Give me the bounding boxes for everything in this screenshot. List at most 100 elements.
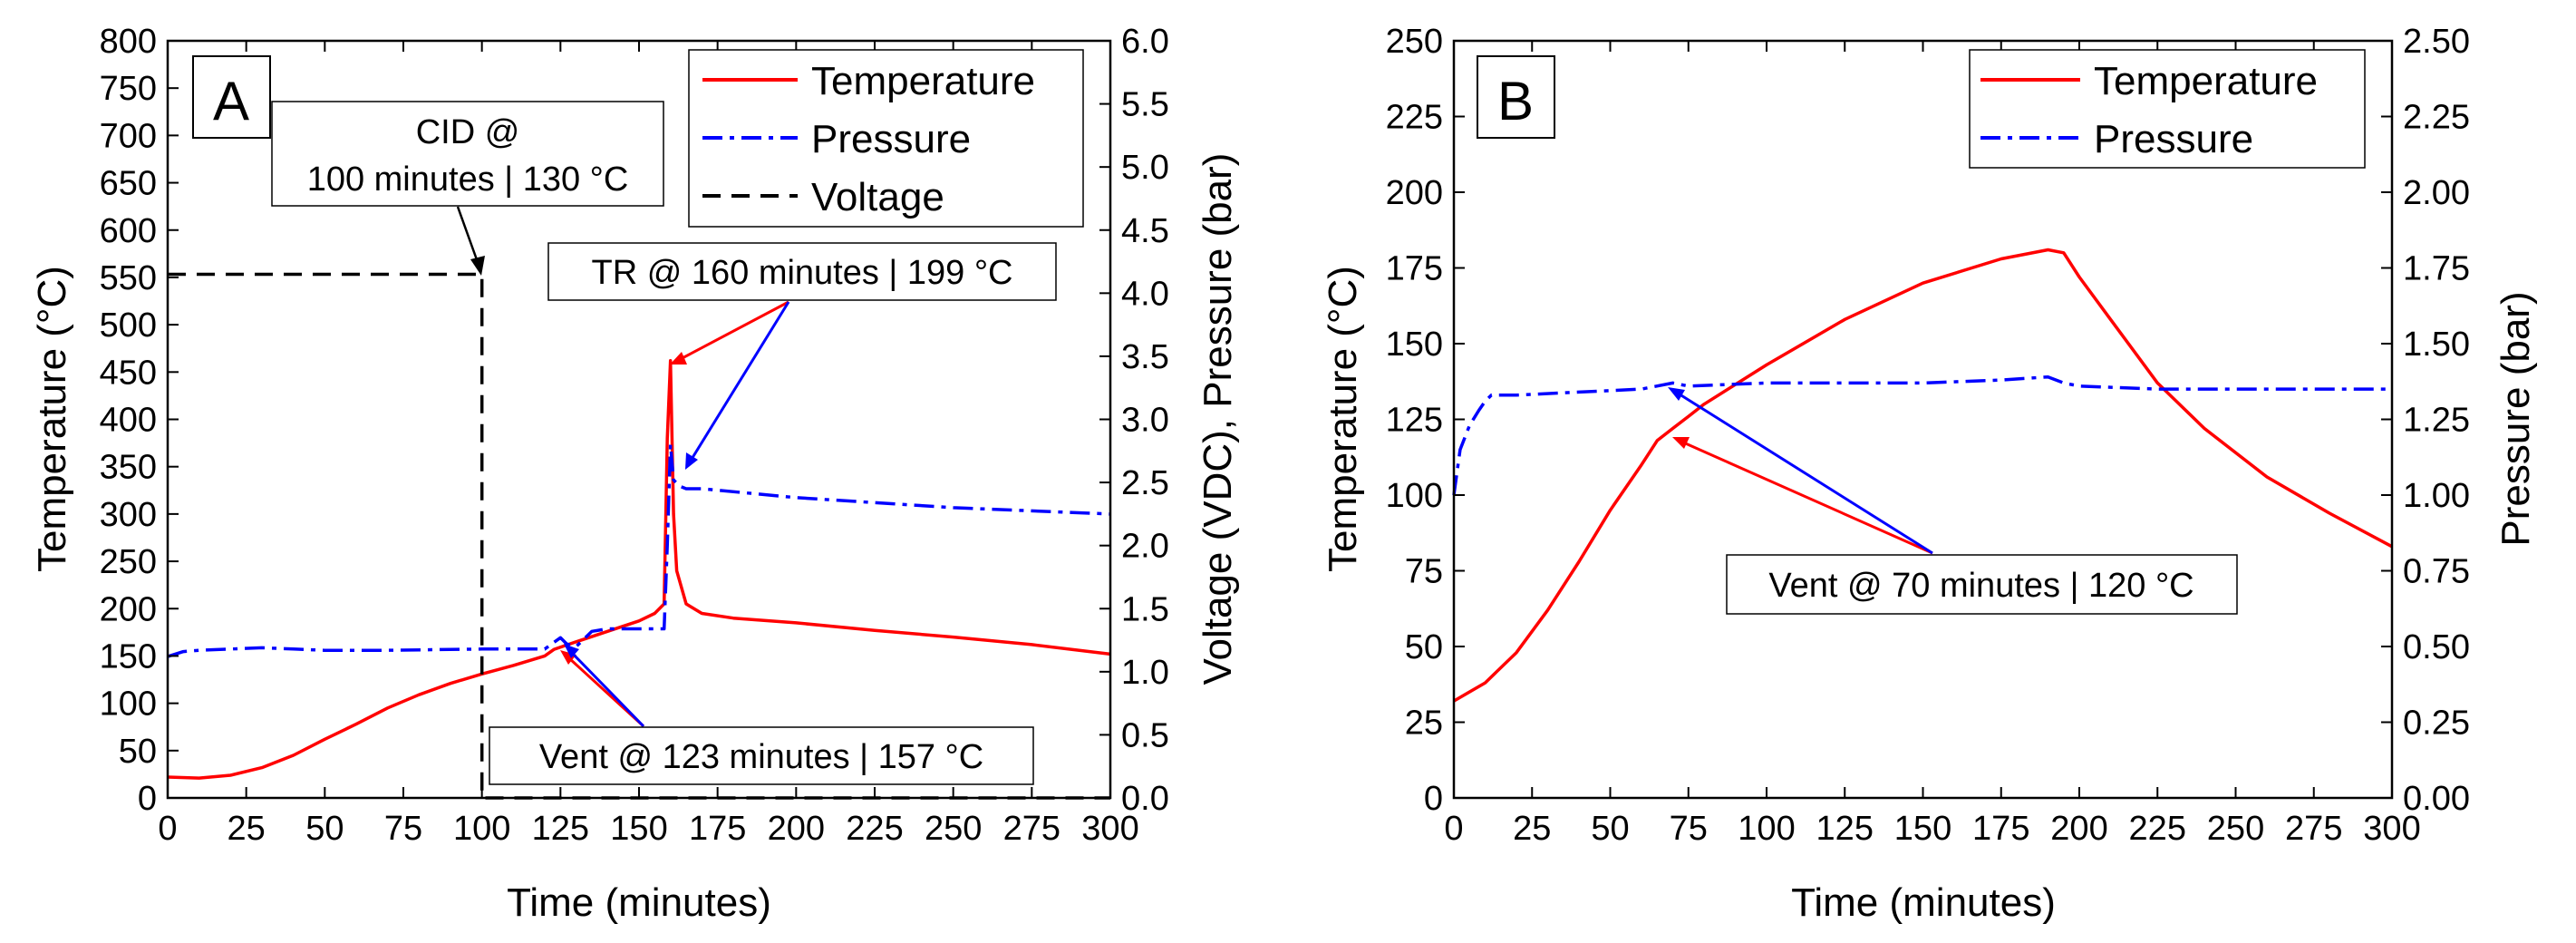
chart-a-x-tick-label: 150 bbox=[610, 810, 667, 848]
chart-a-annotation-cid-line1: CID @ bbox=[416, 113, 520, 151]
chart-b-y-tick-label: 75 bbox=[1405, 553, 1443, 591]
chart-a-annotation-cid-box bbox=[271, 101, 664, 207]
chart-a-y2-tick-label: 4.0 bbox=[1121, 275, 1169, 313]
chart-b-y2-tick-label: 0.25 bbox=[2403, 705, 2470, 743]
chart-a-y-tick-label: 700 bbox=[100, 117, 157, 155]
chart-b-series-pressure-line bbox=[1452, 374, 2392, 496]
chart-a-y-tick-label: 500 bbox=[100, 306, 157, 345]
chart-a-y-tick-label: 100 bbox=[100, 685, 157, 724]
chart-b-y-tick-label: 150 bbox=[1386, 326, 1443, 364]
chart-b: 0 25 50 75 100 125 150 175 200 225 250 275 300 0 25 50 7… bbox=[1321, 23, 2538, 925]
chart-b-panel-label: B bbox=[1497, 71, 1534, 131]
chart-a-plot-area bbox=[167, 272, 1111, 800]
chart-a-legend-voltage: Voltage bbox=[811, 175, 944, 219]
chart-b-x-tick-label: 100 bbox=[1738, 810, 1795, 848]
chart-b-x-tick-label: 200 bbox=[2050, 810, 2107, 848]
chart-a-x-tick-label: 100 bbox=[453, 810, 510, 848]
chart-a-annotation-tr-arrowhead-pressure bbox=[685, 452, 698, 470]
chart-a-y-tick-label: 550 bbox=[100, 259, 157, 297]
chart-b-x-tick-label: 225 bbox=[2129, 810, 2186, 848]
chart-a-x-tick-label: 50 bbox=[305, 810, 344, 848]
chart-a-annotation-tr: TR @ 160 minutes | 199 °C bbox=[547, 242, 1057, 470]
chart-b-y2-tick-label: 1.75 bbox=[2403, 250, 2470, 288]
chart-a-annotation-cid: CID @ 100 minutes | 130 °C bbox=[271, 101, 664, 276]
chart-b-y2-tick-label: 0.75 bbox=[2403, 553, 2470, 591]
chart-b-y-tick-label: 125 bbox=[1386, 402, 1443, 440]
chart-b-panel-label-box bbox=[1477, 55, 1555, 139]
chart-a-y-tick-label: 50 bbox=[119, 733, 157, 771]
chart-a: 0 25 50 75 100 125 150 175 200 225 250 275 300 0 50 100… bbox=[30, 23, 1240, 925]
chart-a-annotation-cid-line2: 100 minutes | 130 °C bbox=[307, 160, 629, 199]
chart-b-legend: Temperature Pressure bbox=[1969, 49, 2366, 169]
chart-a-annotation-vent-box bbox=[489, 726, 1034, 785]
chart-b-annotation-vent-arrowhead-pressure bbox=[1668, 387, 1685, 401]
chart-b-y-tick-label: 50 bbox=[1405, 628, 1443, 666]
chart-a-x-tick-label: 250 bbox=[925, 810, 982, 848]
chart-a-annotation-vent-text: Vent @ 123 minutes | 157 °C bbox=[539, 738, 983, 776]
chart-a-annotation-vent-arrow-pressure bbox=[570, 651, 645, 728]
chart-b-x-tick-label: 275 bbox=[2285, 810, 2342, 848]
chart-b-legend-pressure: Pressure bbox=[2094, 117, 2253, 161]
chart-b-y2-tick-label: 1.25 bbox=[2403, 402, 2470, 440]
chart-b-y2-tick-label: 2.50 bbox=[2403, 23, 2470, 61]
chart-a-x-axis-title: Time (minutes) bbox=[507, 880, 771, 925]
chart-a-y-tick-label: 250 bbox=[100, 543, 157, 581]
chart-a-y2-tick-label: 6.0 bbox=[1121, 23, 1169, 61]
chart-a-y-tick-label: 750 bbox=[100, 70, 157, 108]
chart-a-annotation-cid-arrow bbox=[456, 206, 480, 266]
chart-b-series-temperature-line bbox=[1453, 248, 2393, 703]
chart-b-annotation-vent-box bbox=[1726, 554, 2238, 615]
chart-a-panel-label-box bbox=[192, 55, 271, 139]
chart-a-ticks: 0 25 50 75 100 125 150 175 200 225 250 275 300 0 50 100… bbox=[100, 23, 1169, 848]
chart-b-y-tick-label: 200 bbox=[1386, 174, 1443, 212]
chart-b-legend-temperature: Temperature bbox=[2094, 59, 2318, 103]
chart-b-y2-axis-title: Pressure (bar) bbox=[2494, 291, 2538, 546]
chart-a-series-temperature-line bbox=[167, 359, 1111, 780]
chart-b-annotation-vent-arrowhead-temperature bbox=[1672, 437, 1690, 449]
chart-a-x-tick-label: 300 bbox=[1081, 810, 1138, 848]
chart-a-legend: Temperature Pressure Voltage bbox=[688, 49, 1084, 228]
chart-a-x-tick-label: 0 bbox=[158, 810, 177, 848]
chart-b-y-tick-label: 225 bbox=[1386, 99, 1443, 137]
chart-a-x-tick-label: 225 bbox=[846, 810, 903, 848]
chart-b-x-tick-label: 25 bbox=[1513, 810, 1551, 848]
chart-a-series-pressure-line bbox=[167, 442, 1111, 658]
chart-a-y-tick-label: 650 bbox=[100, 165, 157, 203]
chart-a-y-tick-label: 450 bbox=[100, 354, 157, 392]
chart-a-y2-tick-label: 1.0 bbox=[1121, 654, 1169, 692]
chart-b-y2-tick-label: 0.00 bbox=[2403, 780, 2470, 818]
chart-b-y2-tick-label: 2.25 bbox=[2403, 99, 2470, 137]
chart-b-ticks: 0 25 50 75 100 125 150 175 200 225 250 275 300 0 25 50 7… bbox=[1386, 23, 2470, 848]
chart-a-y2-tick-label: 5.0 bbox=[1121, 149, 1169, 187]
chart-b-x-tick-label: 150 bbox=[1894, 810, 1951, 848]
chart-b-y-tick-label: 25 bbox=[1405, 705, 1443, 743]
chart-a-y-tick-label: 800 bbox=[100, 23, 157, 61]
chart-a-panel-label: A bbox=[213, 71, 249, 131]
chart-a-y-tick-label: 400 bbox=[100, 402, 157, 440]
chart-a-y-tick-label: 0 bbox=[138, 780, 157, 818]
chart-b-annotation-vent-arrow-pressure bbox=[1676, 391, 1933, 555]
chart-b-x-tick-label: 50 bbox=[1591, 810, 1629, 848]
chart-a-annotation-vent-arrowhead-pressure bbox=[564, 644, 579, 658]
chart-a-y2-tick-label: 2.0 bbox=[1121, 528, 1169, 566]
chart-a-y2-tick-label: 5.5 bbox=[1121, 86, 1169, 124]
chart-a-x-tick-label: 175 bbox=[689, 810, 746, 848]
chart-a-y2-tick-label: 2.5 bbox=[1121, 464, 1169, 502]
chart-b-x-tick-label: 125 bbox=[1816, 810, 1874, 848]
chart-a-x-tick-label: 125 bbox=[532, 810, 589, 848]
chart-a-legend-temperature: Temperature bbox=[811, 59, 1035, 103]
chart-b-legend-box bbox=[1969, 49, 2366, 169]
chart-b-y-tick-label: 250 bbox=[1386, 23, 1443, 61]
chart-a-x-tick-label: 25 bbox=[228, 810, 266, 848]
chart-b-y2-tick-label: 0.50 bbox=[2403, 628, 2470, 666]
chart-b-annotation-vent-arrow-temperature bbox=[1680, 440, 1933, 555]
chart-a-y2-tick-label: 1.5 bbox=[1121, 590, 1169, 628]
chart-a-x-tick-label: 75 bbox=[384, 810, 422, 848]
chart-b-x-tick-label: 175 bbox=[1972, 810, 2029, 848]
chart-a-y2-tick-label: 0.0 bbox=[1121, 780, 1169, 818]
chart-a-y-tick-label: 300 bbox=[100, 496, 157, 534]
chart-b-x-tick-label: 0 bbox=[1444, 810, 1463, 848]
chart-a-y-tick-label: 150 bbox=[100, 637, 157, 676]
chart-a-annotation-vent: Vent @ 123 minutes | 157 °C bbox=[489, 644, 1034, 785]
